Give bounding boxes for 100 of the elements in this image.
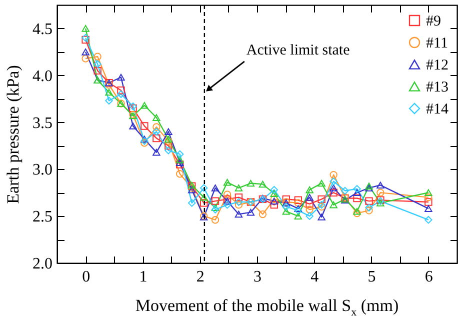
point (258, 210, 267, 218)
point (330, 184, 338, 192)
point (246, 180, 255, 187)
point (294, 205, 302, 212)
point (306, 212, 314, 220)
point (234, 210, 243, 218)
point (82, 48, 90, 56)
point (223, 200, 232, 209)
y-axis-title: Earth pressure (kPa) (4, 65, 22, 204)
point (365, 204, 373, 212)
point (353, 194, 361, 202)
point (234, 193, 243, 202)
point (234, 200, 243, 209)
point (82, 25, 90, 32)
y-tick-label: 2.5 (32, 208, 52, 226)
legend-label: #9 (426, 14, 441, 30)
point (294, 196, 302, 204)
point (211, 204, 220, 212)
point (140, 139, 148, 147)
point (353, 185, 361, 193)
point (94, 60, 102, 68)
point (330, 188, 338, 196)
point (82, 54, 90, 62)
point (176, 170, 184, 178)
point (330, 201, 338, 208)
point (246, 208, 255, 216)
point (376, 188, 384, 196)
point (211, 197, 220, 205)
point (376, 182, 384, 189)
point (365, 197, 373, 205)
point (306, 200, 314, 208)
annotation: Active limit state (246, 42, 350, 58)
legend-label: #13 (426, 80, 448, 96)
point (270, 198, 278, 204)
point (140, 122, 148, 130)
point (365, 206, 373, 214)
point (94, 66, 102, 75)
point (188, 199, 196, 207)
point (306, 206, 314, 214)
point (176, 156, 184, 164)
point (270, 200, 278, 209)
point (424, 216, 432, 224)
point (200, 199, 208, 207)
point (211, 216, 220, 224)
point (152, 148, 160, 156)
point (140, 136, 148, 143)
y-tick-label: 3.5 (32, 114, 52, 132)
point (353, 209, 361, 218)
x-tick-label: 2 (196, 268, 204, 286)
point (306, 194, 314, 201)
point (234, 184, 243, 192)
point (223, 178, 232, 186)
point (294, 212, 302, 220)
point (94, 52, 102, 60)
point (330, 170, 338, 179)
point (270, 186, 278, 194)
point (353, 208, 361, 215)
point (424, 205, 432, 212)
point (318, 195, 326, 204)
x-axis-title: Movement of the mobile wall S$_{x}$ (mm) (134, 296, 400, 318)
point (164, 128, 172, 136)
point (424, 189, 432, 196)
point (353, 189, 361, 196)
point (294, 199, 302, 207)
point (223, 190, 232, 198)
point (176, 150, 184, 158)
point (365, 184, 373, 192)
point (424, 193, 432, 202)
y-tick-label: 2.0 (32, 256, 52, 272)
point (152, 114, 160, 121)
point (105, 88, 113, 96)
point (117, 86, 125, 94)
legend-label: #14 (426, 102, 449, 118)
point (270, 190, 278, 197)
point (258, 180, 267, 188)
point (318, 180, 326, 187)
y-tick-label: 4.5 (32, 20, 52, 38)
point (330, 178, 338, 186)
point (129, 122, 137, 130)
point (164, 142, 172, 150)
point (211, 184, 220, 192)
point (200, 194, 208, 201)
point (117, 90, 125, 98)
point (282, 195, 290, 204)
point (376, 200, 384, 206)
x-tick-label: 0 (82, 268, 90, 286)
point (318, 214, 326, 220)
point (200, 184, 208, 192)
point (306, 186, 314, 194)
x-tick-label: 1 (139, 268, 148, 286)
point (341, 186, 349, 195)
point (282, 202, 290, 211)
point (424, 198, 432, 206)
point (152, 128, 160, 136)
point (164, 146, 172, 154)
x-tick-label: 5 (368, 268, 376, 286)
point (117, 74, 125, 81)
x-tick-label: 6 (424, 268, 433, 286)
x-tick-label: 4 (310, 268, 319, 286)
point (223, 198, 232, 204)
